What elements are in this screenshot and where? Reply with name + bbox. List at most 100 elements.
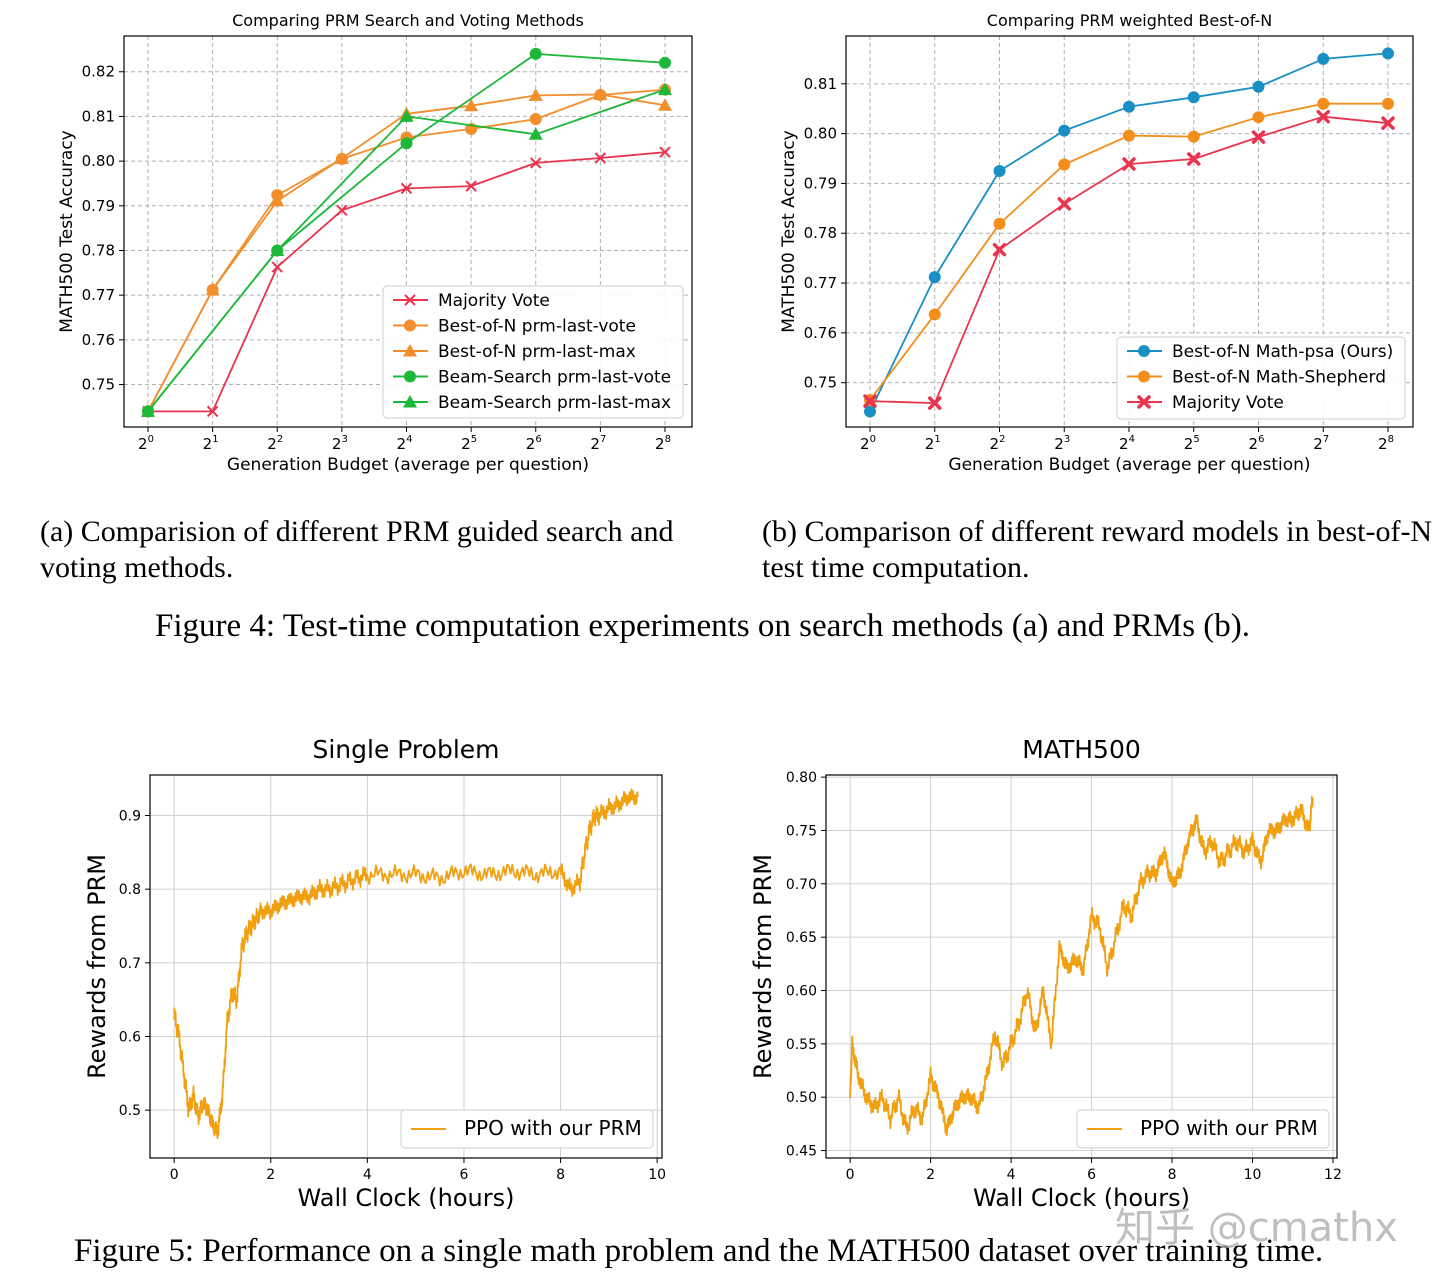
y-tick-label: 0.75	[804, 374, 837, 392]
legend: PPO with our PRM	[1076, 1109, 1330, 1149]
y-axis-label: MATH500 Test Accuracy	[57, 130, 77, 333]
y-tick-label: 0.76	[804, 324, 837, 342]
legend: Majority Vote Best-of-N prm-last-vote Best…	[382, 285, 684, 419]
y-tick-label: 0.82	[82, 63, 115, 81]
y-tick-label: 0.75	[786, 823, 817, 839]
x-tick-label: 22	[990, 434, 1006, 453]
data-point	[658, 98, 672, 111]
plot-frame	[123, 35, 693, 428]
data-point	[593, 87, 608, 101]
series-0	[849, 795, 1314, 1137]
y-tick-label: 0.55	[786, 1037, 817, 1053]
y-tick-label: 0.81	[82, 107, 115, 125]
y-tick-label: 0.79	[82, 197, 115, 215]
data-point	[863, 394, 877, 408]
data-point	[528, 127, 543, 140]
series-4	[141, 82, 672, 417]
data-point	[465, 180, 477, 192]
y-tick-label: 0.76	[82, 331, 115, 349]
figure5-caption: Figure 5: Performance on a single math p…	[74, 1233, 1324, 1269]
chart-title: Single Problem	[312, 735, 499, 764]
data-point	[1187, 91, 1200, 104]
data-point	[271, 261, 283, 273]
data-point	[1123, 100, 1135, 113]
data-point	[594, 152, 607, 164]
data-point	[141, 404, 155, 417]
x-tick-label: 26	[1249, 434, 1265, 453]
series-line	[849, 795, 1314, 1137]
y-axis-label: MATH500 Test Accuracy	[779, 130, 799, 333]
data-point	[529, 113, 542, 126]
x-tick-label: 8	[556, 1167, 565, 1183]
x-tick-label: 2	[266, 1167, 275, 1183]
x-tick-label: 25	[461, 434, 477, 453]
legend-marker	[1138, 370, 1150, 383]
y-tick-label: 0.77	[82, 286, 115, 304]
legend-label: Best-of-N Math-psa (Ours)	[1172, 342, 1393, 362]
y-tick-label: 0.78	[804, 224, 837, 242]
x-tick-label: 12	[1324, 1167, 1342, 1183]
y-tick-label: 0.81	[804, 75, 837, 93]
plot-frame	[149, 774, 663, 1159]
y-tick-label: 0.50	[786, 1090, 817, 1106]
y-axis-label: Rewards from PRM	[749, 854, 777, 1079]
data-point	[993, 217, 1006, 230]
x-tick-label: 21	[925, 434, 941, 453]
data-point	[659, 56, 671, 69]
y-axis-label: Rewards from PRM	[83, 854, 111, 1079]
watermark: 知乎 @cmathx	[1115, 1205, 1398, 1251]
y-tick-label: 0.80	[786, 770, 817, 786]
y-tick-label: 0.75	[82, 376, 115, 394]
legend-label: PPO with our PRM	[464, 1116, 642, 1140]
legend-label: Best-of-N Math-Shepherd	[1172, 368, 1386, 388]
y-tick-label: 0.79	[804, 174, 837, 192]
x-tick-label: 25	[1184, 434, 1200, 453]
y-tick-label: 0.5	[119, 1103, 141, 1119]
chart-title: Comparing PRM weighted Best-of-N	[987, 11, 1272, 30]
data-point	[1382, 47, 1394, 60]
legend-marker	[1137, 395, 1151, 409]
x-tick-label: 21	[203, 434, 219, 453]
series-0	[173, 788, 639, 1139]
data-point	[1123, 129, 1135, 142]
series-2	[863, 109, 1395, 410]
legend-label: Beam-Search prm-last-max	[438, 393, 671, 413]
legend-marker	[404, 370, 416, 383]
data-point	[1252, 111, 1265, 124]
y-tick-label: 0.78	[82, 241, 115, 259]
data-point	[658, 82, 672, 96]
x-tick-label: 8	[1168, 1167, 1177, 1183]
data-point	[1058, 124, 1071, 137]
legend-box	[1116, 336, 1406, 420]
legend-box	[1076, 1109, 1330, 1149]
caption-b: (b) Comparison of different reward model…	[762, 515, 1433, 584]
y-tick-label: 0.6	[119, 1029, 141, 1045]
x-tick-label: 24	[1119, 434, 1135, 453]
data-point	[206, 405, 219, 418]
x-tick-label: 0	[846, 1167, 855, 1183]
y-tick-label: 0.80	[804, 125, 837, 143]
data-point	[400, 137, 413, 150]
x-tick-label: 27	[1313, 434, 1329, 453]
legend-label: Majority Vote	[1172, 393, 1284, 413]
figure4-caption: Figure 4: Test-time computation experime…	[155, 608, 1251, 644]
x-tick-label: 22	[267, 434, 283, 453]
data-point	[336, 204, 348, 216]
legend-marker	[403, 344, 417, 357]
y-tick-label: 0.8	[119, 882, 141, 898]
series-0	[864, 47, 1394, 418]
caption-a: (a) Comparision of different PRM guided …	[40, 515, 674, 584]
data-point	[400, 182, 413, 195]
x-tick-label: 0	[170, 1167, 179, 1183]
y-tick-label: 0.70	[786, 877, 817, 893]
y-tick-label: 0.9	[119, 809, 141, 825]
data-point	[992, 242, 1007, 257]
data-point	[1057, 197, 1071, 211]
data-point	[1252, 80, 1265, 93]
data-point	[530, 157, 542, 169]
data-point	[1317, 52, 1330, 65]
chart-title: Comparing PRM Search and Voting Methods	[232, 11, 584, 30]
legend-label: Best-of-N prm-last-max	[438, 342, 636, 362]
legend-box	[382, 285, 684, 419]
